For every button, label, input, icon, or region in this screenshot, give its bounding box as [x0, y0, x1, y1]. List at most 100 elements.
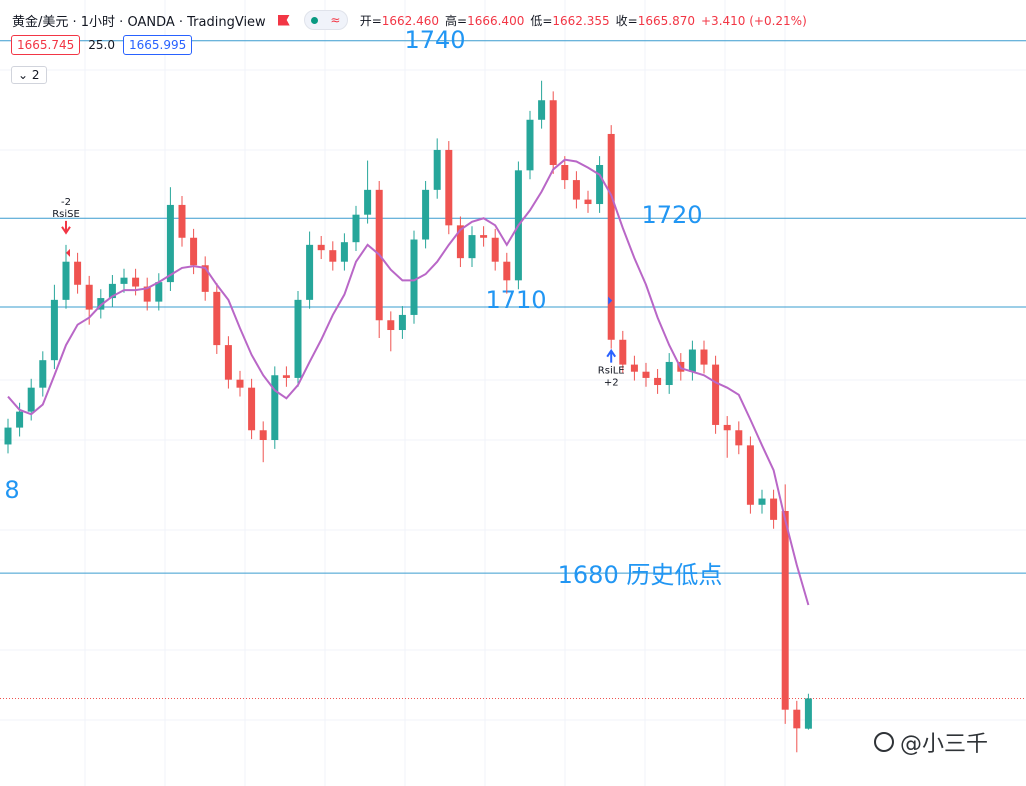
flag-icon[interactable]: [277, 14, 290, 26]
candle-body: [364, 189, 372, 215]
ohlc-value: 1662.355: [552, 13, 610, 28]
ohlc-value: 1662.460: [381, 13, 440, 28]
moving-average: [7, 158, 810, 606]
signal-label: RsiLE: [598, 366, 625, 377]
candle-body: [155, 282, 163, 302]
candle-body: [422, 189, 430, 240]
candle-body: [143, 286, 151, 302]
candle-body: [712, 364, 720, 425]
candle-body: [503, 261, 511, 281]
candle-body: [735, 430, 743, 446]
candle-body: [758, 498, 766, 505]
candle-body: [549, 100, 557, 166]
candle-body: [491, 237, 499, 262]
candle-body: [271, 375, 279, 441]
level-label: 1680 历史低点: [558, 561, 723, 589]
candle-body: [480, 235, 488, 238]
signal-marker: [66, 248, 70, 257]
candle-body: [770, 498, 778, 520]
candle-body: [108, 283, 116, 299]
signal-arrow: [606, 348, 617, 363]
ohlc-key: 高=: [445, 13, 468, 28]
bid-button[interactable]: 1665.745: [11, 35, 81, 55]
candle-body: [526, 119, 534, 171]
signal-marker: [608, 296, 613, 305]
candle-body: [306, 244, 314, 300]
ohlc-value: 1665.870: [637, 13, 695, 28]
candle-body: [596, 165, 604, 205]
candle-body: [433, 149, 441, 190]
candle-body: [317, 244, 325, 251]
candle-body: [132, 277, 140, 287]
level-label: 1710: [485, 286, 546, 314]
indicator-toggle[interactable]: ⌄ 2: [11, 66, 47, 84]
change: +3.410 (+0.21%): [701, 13, 807, 28]
candle-body: [688, 349, 696, 372]
level-label: 1740: [404, 26, 465, 54]
candle-body: [259, 430, 267, 441]
candle-body: [16, 411, 24, 428]
status-pill[interactable]: ≈: [303, 10, 348, 30]
candle-body: [642, 371, 650, 378]
candle-body: [619, 339, 627, 365]
ohlc-key: 低=: [530, 13, 553, 28]
candle-body: [665, 361, 673, 386]
candle-body: [445, 149, 453, 226]
candle-body: [39, 360, 47, 388]
candle-body: [294, 299, 302, 378]
signal-arrow: [61, 220, 71, 235]
candle-body: [85, 284, 93, 310]
header: 黄金/美元 · 1小时 · OANDA · TradingView ≈ 开=16…: [12, 10, 813, 30]
candle-body: [607, 133, 615, 340]
candle-body: [74, 261, 82, 285]
trade-row: 1665.745 25.0 1665.995: [11, 35, 193, 55]
candle-body: [456, 225, 464, 259]
watermark-text: @小三千: [900, 732, 989, 757]
candle-body: [329, 250, 337, 262]
candle-body: [538, 100, 546, 120]
signal-qty: -2: [61, 197, 71, 208]
spread: 25.0: [88, 38, 115, 52]
candle-body: [630, 364, 638, 372]
ohlc: 开=1662.460 高=1666.400 低=1662.355 收=1665.870…: [360, 12, 813, 29]
candle-body: [723, 424, 731, 431]
candle-body: [190, 237, 198, 266]
candle-body: [120, 277, 128, 284]
candle-body: [213, 291, 221, 346]
candle-body: [468, 235, 476, 259]
candle-body: [410, 239, 418, 315]
symbol-title[interactable]: 黄金/美元 · 1小时 · OANDA · TradingView: [12, 14, 266, 30]
candle-body: [224, 345, 232, 380]
candle-body: [27, 387, 35, 412]
candle-body: [804, 698, 812, 729]
clipped-label: 8: [4, 476, 19, 504]
indicator-count: 2: [31, 68, 40, 82]
candle-body: [166, 204, 174, 283]
candle-body: [700, 349, 708, 365]
candle-body: [282, 375, 290, 378]
candle-body: [387, 320, 395, 331]
candle-body: [201, 265, 209, 292]
candle-body: [793, 709, 801, 729]
ask-button[interactable]: 1665.995: [122, 35, 193, 55]
candle-body: [561, 165, 569, 181]
ohlc-key: 开=: [359, 13, 382, 28]
level-label: 1720: [641, 201, 702, 229]
candle-body: [584, 199, 592, 205]
signal-qty: +2: [604, 378, 619, 389]
candle-body: [178, 204, 186, 238]
signal-label: RsiSE: [52, 209, 80, 220]
candle-body: [97, 298, 105, 310]
candle-body: [236, 379, 244, 388]
candle-body: [50, 299, 58, 361]
ohlc-key: 收=: [615, 13, 638, 28]
candle-body: [340, 242, 348, 262]
candle-body: [248, 387, 256, 431]
candle-body: [62, 261, 70, 300]
candle-body: [746, 445, 754, 505]
candle-body: [572, 180, 580, 200]
ohlc-value: 1666.400: [467, 13, 525, 28]
